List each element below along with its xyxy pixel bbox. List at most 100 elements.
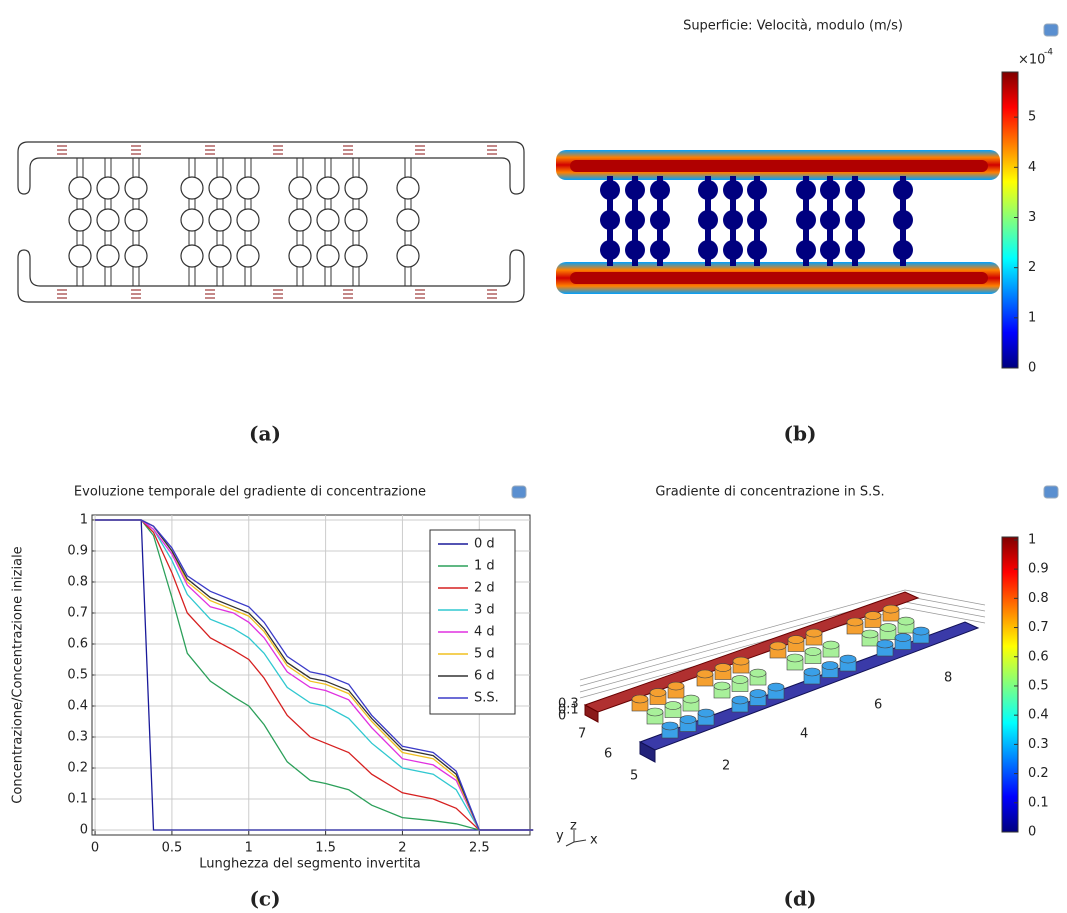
colorbar: [1002, 72, 1018, 368]
chamber: [625, 240, 645, 260]
legend-label: 6 d: [474, 669, 495, 684]
legend-label: 4 d: [474, 625, 495, 640]
scale-exponent: -4: [1044, 48, 1053, 58]
x-tick-label: 0: [91, 841, 99, 856]
colorbar-tick-label: 3: [1028, 210, 1036, 225]
y-axis-label: Concentrazione/Concentrazione iniziale: [11, 546, 26, 803]
panel-c: Evoluzione temporale del gradiente di co…: [11, 485, 534, 872]
chamber: [181, 209, 203, 231]
colorbar-tick-label: 0: [1028, 361, 1036, 376]
chamber: [125, 245, 147, 267]
channel-inner: [570, 272, 988, 284]
legend-label: 5 d: [474, 647, 495, 662]
annotation: 8: [944, 671, 952, 686]
chamber: [345, 209, 367, 231]
colorbar-tick-label: 2: [1028, 260, 1036, 275]
panel-b: Superficie: Velocità, modulo (m/s)012345…: [556, 19, 1058, 376]
chamber: [125, 177, 147, 199]
y-tick-label: 0.1: [67, 792, 88, 807]
chamber: [893, 180, 913, 200]
caption: (a): [249, 422, 281, 446]
colorbar-tick-label: 0.5: [1028, 678, 1049, 693]
cylinder-top: [787, 654, 803, 662]
cylinder-top: [804, 668, 820, 676]
legend-label: S.S.: [474, 691, 499, 706]
annotation: 6: [874, 698, 882, 713]
cylinder-top: [650, 689, 666, 697]
legend-label: 1 d: [474, 559, 495, 574]
chamber: [796, 180, 816, 200]
chamber: [125, 209, 147, 231]
chamber: [698, 240, 718, 260]
chamber: [650, 210, 670, 230]
legend-label: 3 d: [474, 603, 495, 618]
cylinder-top: [698, 709, 714, 717]
inlet-arrow: [57, 146, 67, 154]
caption: (d): [784, 887, 817, 911]
chamber: [345, 177, 367, 199]
logo: [1044, 486, 1058, 498]
chamber: [181, 245, 203, 267]
x-tick-label: 1: [245, 841, 253, 856]
chamber: [723, 210, 743, 230]
chamber: [893, 240, 913, 260]
axis-triad-label: y: [556, 829, 564, 844]
chamber: [317, 245, 339, 267]
cylinder-top: [750, 690, 766, 698]
figure: Superficie: Velocità, modulo (m/s)012345…: [0, 0, 1067, 913]
panel-a: [18, 142, 524, 302]
y-tick-label: 0.7: [67, 605, 88, 620]
colorbar-tick-label: 0: [1028, 825, 1036, 840]
cylinder-top: [697, 670, 713, 678]
annotation: 4: [800, 727, 808, 742]
chamber: [747, 180, 767, 200]
inlet-arrow: [415, 290, 425, 298]
chamber: [289, 245, 311, 267]
cylinder-top: [665, 702, 681, 710]
cylinder-top: [683, 695, 699, 703]
cylinder-top: [847, 618, 863, 626]
logo: [1044, 24, 1058, 36]
x-tick-label: 2: [398, 841, 406, 856]
chamber: [845, 210, 865, 230]
chamber: [397, 177, 419, 199]
colorbar-tick-label: 0.4: [1028, 708, 1049, 723]
y-tick-label: 0.8: [67, 574, 88, 589]
cylinder-top: [714, 682, 730, 690]
chamber: [181, 177, 203, 199]
cylinder-top: [770, 642, 786, 650]
inlet-arrow: [205, 146, 215, 154]
colorbar-tick-label: 1: [1028, 532, 1036, 547]
cylinder-top: [883, 605, 899, 613]
inlet-arrow: [487, 290, 497, 298]
chamber: [625, 180, 645, 200]
legend-box: [430, 530, 515, 714]
inlet-arrow: [273, 146, 283, 154]
annotation: 7: [578, 727, 586, 742]
annotation: 2: [722, 759, 730, 774]
channel-outline: [18, 142, 524, 194]
cylinder-top: [715, 664, 731, 672]
chamber: [650, 180, 670, 200]
chamber: [747, 240, 767, 260]
annotation: 6: [604, 747, 612, 762]
chamber: [397, 209, 419, 231]
cylinder-top: [732, 676, 748, 684]
chamber: [893, 210, 913, 230]
cylinder-top: [662, 722, 678, 730]
colorbar-tick-label: 0.2: [1028, 766, 1049, 781]
annotation: 0: [558, 709, 566, 724]
chamber: [723, 240, 743, 260]
chamber: [820, 240, 840, 260]
inlet-arrow: [415, 146, 425, 154]
chamber: [317, 177, 339, 199]
chamber: [317, 209, 339, 231]
cylinder-top: [647, 708, 663, 716]
cylinder-top: [805, 648, 821, 656]
chart-title: Evoluzione temporale del gradiente di co…: [74, 485, 426, 500]
chamber: [698, 210, 718, 230]
y-tick-label: 0.4: [67, 699, 88, 714]
colorbar-tick-label: 0.7: [1028, 620, 1049, 635]
cylinder-top: [898, 617, 914, 625]
y-tick-label: 0.6: [67, 636, 88, 651]
